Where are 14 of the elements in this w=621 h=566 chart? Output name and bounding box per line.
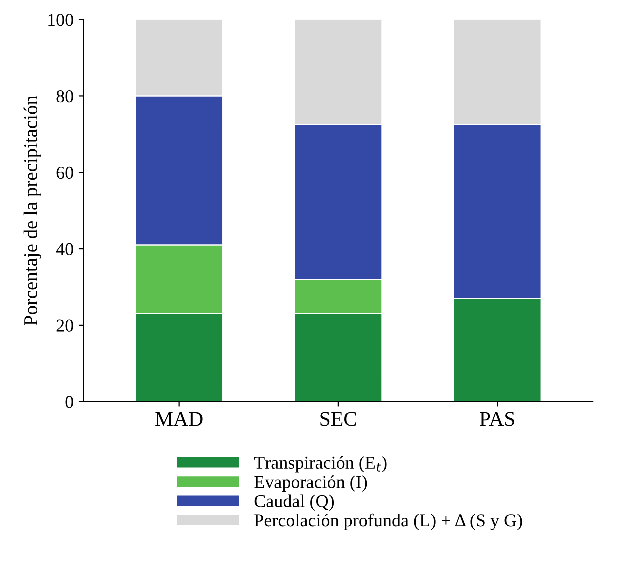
x-tick-label: MAD xyxy=(156,412,203,426)
legend-label: Caudal (Q) xyxy=(254,494,334,512)
legend-label: Evaporación (I) xyxy=(254,476,368,492)
y-tick-label: 20 xyxy=(56,320,74,332)
y-tick-label: 80 xyxy=(56,90,74,103)
legend-label: Percolación profunda (L) + Δ (S y G) xyxy=(254,514,522,530)
legend-label: Transpiración (E$_{t}$) xyxy=(254,456,387,473)
y-tick-label: 0 xyxy=(66,396,74,408)
y-tick-label: 40 xyxy=(56,243,74,256)
y-tick-label: 60 xyxy=(56,166,74,180)
x-tick-label: SEC xyxy=(320,412,356,426)
x-tick-label: PAS xyxy=(480,412,514,426)
y-tick-label: 100 xyxy=(48,14,74,26)
y-axis-title: Porcentaje de la precipitación xyxy=(24,96,42,326)
